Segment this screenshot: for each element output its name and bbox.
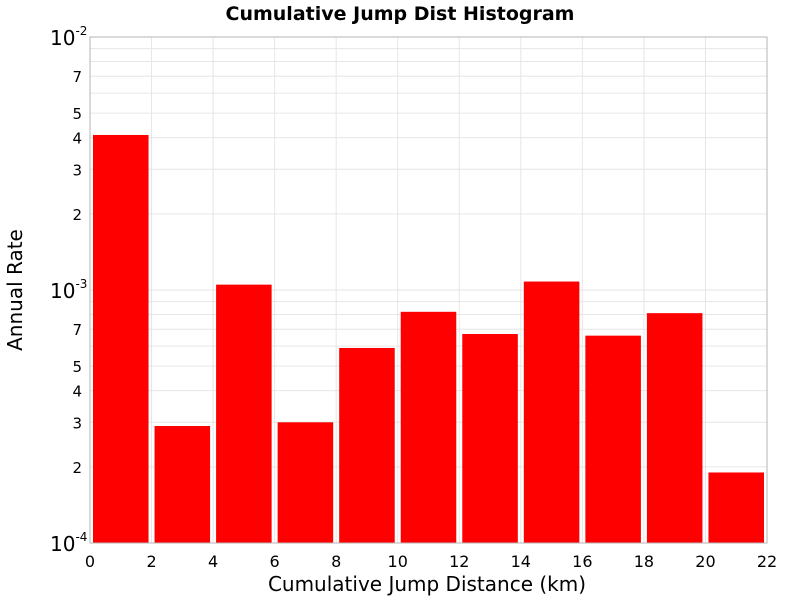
bar-6 bbox=[400, 311, 457, 543]
y-tick-label-major: 10-4 bbox=[50, 530, 87, 556]
bar-10 bbox=[646, 313, 703, 543]
x-axis-label: Cumulative Jump Distance (km) bbox=[268, 572, 586, 596]
x-tick-label: 14 bbox=[511, 552, 531, 571]
y-tick-label-major: 10-2 bbox=[50, 24, 87, 50]
bar-11 bbox=[708, 472, 764, 543]
bars-group bbox=[93, 134, 764, 543]
x-tick-label: 2 bbox=[146, 552, 156, 571]
y-tick-label-minor: 7 bbox=[72, 321, 82, 339]
y-tick-label-minor: 3 bbox=[72, 161, 82, 179]
y-tick-label-minor: 4 bbox=[72, 383, 82, 401]
y-tick-label-minor: 5 bbox=[72, 105, 82, 123]
x-tick-label: 10 bbox=[388, 552, 408, 571]
x-tick-label: 0 bbox=[85, 552, 95, 571]
bar-9 bbox=[585, 335, 641, 543]
plot-frame bbox=[89, 36, 768, 544]
y-tick-label-minor: 3 bbox=[72, 414, 82, 432]
chart-title: Cumulative Jump Dist Histogram bbox=[226, 3, 575, 25]
x-tick-label: 6 bbox=[270, 552, 280, 571]
x-tick-label: 20 bbox=[695, 552, 715, 571]
bar-7 bbox=[462, 334, 518, 543]
x-tick-labels: 0 2 4 6 8 10 12 14 16 18 20 22 bbox=[85, 552, 777, 571]
y-tick-label-minor: 2 bbox=[72, 206, 82, 224]
x-tick-label: 4 bbox=[208, 552, 218, 571]
bar-5 bbox=[339, 347, 395, 543]
bar-3 bbox=[216, 284, 272, 543]
y-tick-label-minor: 7 bbox=[72, 68, 82, 86]
grid-lines bbox=[89, 37, 768, 544]
y-tick-label-minor: 2 bbox=[72, 459, 82, 477]
x-tick-label: 22 bbox=[757, 552, 777, 571]
y-tick-labels: 10-4 10-3 10-2 2 3 4 5 7 2 3 4 5 7 bbox=[50, 24, 87, 556]
bar-8 bbox=[523, 281, 580, 543]
y-tick-label-major: 10-3 bbox=[50, 277, 87, 303]
bar-1 bbox=[93, 134, 149, 543]
y-tick-label-minor: 5 bbox=[72, 358, 82, 376]
bar-4 bbox=[277, 422, 334, 543]
y-axis-label: Annual Rate bbox=[3, 229, 27, 351]
x-tick-label: 12 bbox=[449, 552, 469, 571]
bar-2 bbox=[154, 426, 211, 543]
x-tick-label: 8 bbox=[331, 552, 341, 571]
x-tick-label: 16 bbox=[572, 552, 592, 571]
x-tick-label: 18 bbox=[634, 552, 654, 571]
y-tick-label-minor: 4 bbox=[72, 130, 82, 148]
